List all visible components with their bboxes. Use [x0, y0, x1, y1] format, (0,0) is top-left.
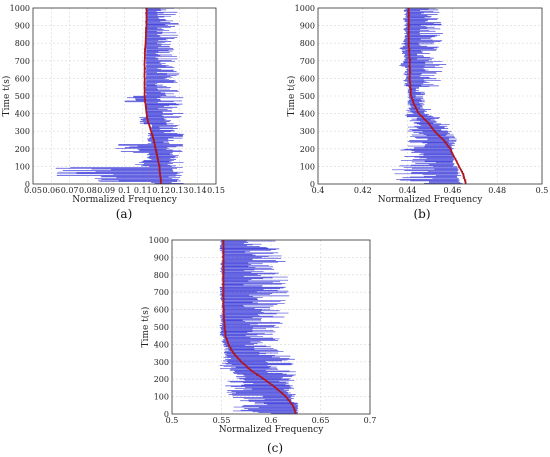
y-tick-label: 400	[154, 340, 169, 349]
x-tick-label: 0.05	[24, 186, 42, 195]
x-tick-label: 0.06	[42, 186, 60, 195]
y-tick-label: 500	[300, 92, 315, 101]
y-tick-label: 200	[300, 145, 315, 154]
panel-1: 0.05 0.06 0.07 0.08 0.09 0.1 0.11 0.12 0.13 0.14 0…	[1, 4, 225, 221]
x-tick-label: 0.1	[118, 186, 131, 195]
panel-label: (c)	[267, 441, 283, 455]
y-axis-label: Time t(s)	[1, 76, 12, 117]
x-tick-label: 0.12	[152, 186, 170, 195]
y-tick-label: 1000	[295, 4, 315, 13]
y-tick-label: 0	[25, 180, 30, 189]
x-tick-label: 0.5	[166, 416, 179, 425]
y-axis-label: Time t(s)	[140, 307, 151, 348]
x-tick-label: 0.09	[97, 186, 115, 195]
y-tick-label: 700	[300, 57, 315, 66]
y-tick-label: 100	[15, 162, 30, 171]
y-tick-label: 200	[15, 145, 30, 154]
x-tick-label: 0.42	[354, 186, 372, 195]
y-tick-label: 1000	[10, 4, 30, 13]
x-tick-label: 0.08	[79, 186, 97, 195]
x-tick-label: 0.14	[189, 186, 207, 195]
x-tick-label: 0.7	[364, 416, 377, 425]
x-tick-label: 0.55	[213, 416, 231, 425]
x-tick-label: 0.65	[312, 416, 330, 425]
y-tick-label: 300	[15, 127, 30, 136]
x-tick-label: 0.46	[443, 186, 461, 195]
measurement-series	[55, 7, 185, 184]
y-tick-label: 900	[15, 22, 30, 31]
y-tick-label: 200	[154, 375, 169, 384]
y-tick-label: 0	[310, 180, 315, 189]
y-tick-label: 600	[300, 74, 315, 83]
x-tick-label: 0.15	[207, 186, 225, 195]
y-tick-label: 100	[154, 393, 169, 402]
x-tick-label: 0.44	[399, 186, 417, 195]
x-tick-label: 0.07	[61, 186, 79, 195]
plot-frame	[32, 7, 217, 185]
y-tick-label: 800	[15, 39, 30, 48]
measurement-series	[219, 239, 299, 414]
fit-curve	[222, 240, 297, 415]
panel-label: (b)	[413, 207, 430, 221]
y-tick-label: 1000	[149, 236, 169, 245]
y-tick-label: 500	[154, 323, 169, 332]
y-tick-label: 600	[15, 74, 30, 83]
panel-2: 0.4 0.42 0.44 0.46 0.48 0.5 0 100 200 300 400 500 60…	[286, 4, 548, 221]
x-tick-label: 0.6	[265, 416, 278, 425]
x-axis-label: Normalized Frequency	[219, 425, 325, 435]
y-tick-label: 800	[300, 39, 315, 48]
fit-curve	[407, 8, 467, 185]
x-tick-label: 0.5	[536, 186, 549, 195]
y-tick-label: 600	[154, 306, 169, 315]
y-tick-label: 500	[15, 92, 30, 101]
y-axis-label: Time t(s)	[286, 76, 297, 117]
x-axis-label: Normalized Frequency	[72, 195, 178, 205]
y-tick-label: 900	[300, 22, 315, 31]
fit-curve	[143, 8, 162, 185]
plot-frame	[171, 239, 371, 415]
y-tick-label: 400	[15, 110, 30, 119]
y-tick-label: 900	[154, 253, 169, 262]
x-axis-label: Normalized Frequency	[378, 195, 484, 205]
plot-frame	[317, 7, 543, 185]
y-tick-label: 700	[154, 288, 169, 297]
y-tick-label: 0	[164, 410, 169, 419]
panel-label: (a)	[116, 207, 133, 221]
y-tick-label: 300	[300, 127, 315, 136]
panel-3: 0.5 0.55 0.6 0.65 0.7 0 100 200 300 400 500 600 700 8…	[140, 236, 376, 455]
y-tick-label: 800	[154, 271, 169, 280]
x-tick-label: 0.48	[488, 186, 506, 195]
y-tick-label: 400	[300, 110, 315, 119]
x-tick-label: 0.11	[134, 186, 152, 195]
x-tick-label: 0.4	[312, 186, 325, 195]
y-tick-label: 100	[300, 162, 315, 171]
y-tick-label: 700	[15, 57, 30, 66]
y-tick-label: 300	[154, 358, 169, 367]
x-tick-label: 0.13	[170, 186, 188, 195]
